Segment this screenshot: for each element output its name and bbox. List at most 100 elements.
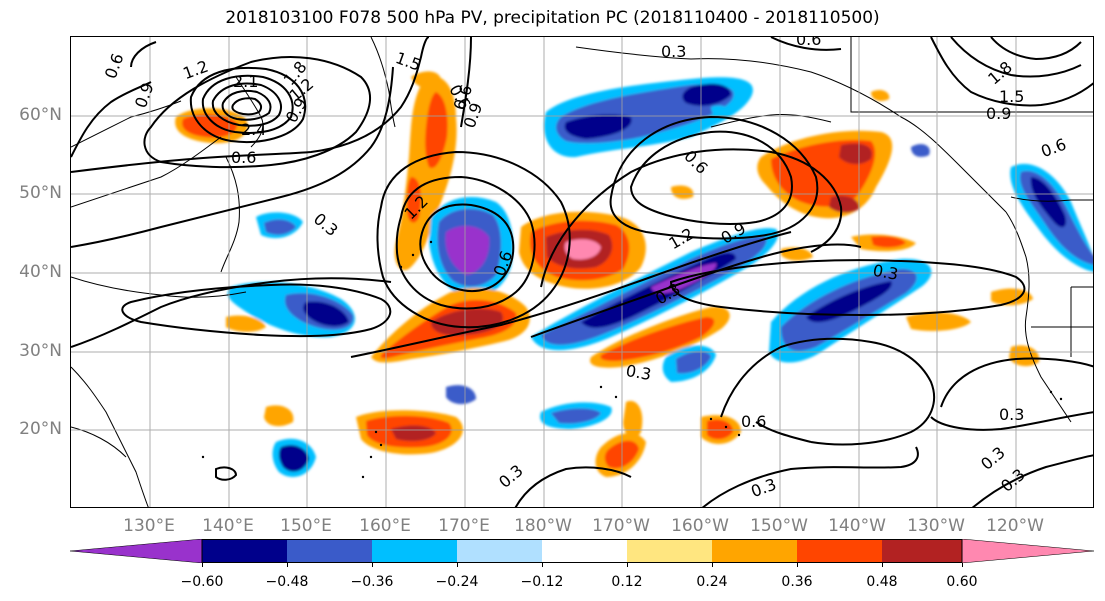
- colorbar-frame: [201, 539, 963, 563]
- island: [361, 475, 365, 479]
- pv-contour: [971, 454, 1093, 507]
- shading-region: [911, 144, 930, 157]
- shading-region: [806, 281, 892, 323]
- map-panel: 0.6 0.9 1.2 2.1 2.4 1.8 1.2 0.9 0.6 0.3 …: [70, 36, 1094, 508]
- island: [709, 417, 713, 421]
- contour-label: 0.3: [624, 361, 652, 384]
- colorbar-tick-label: −0.60: [180, 574, 224, 590]
- shading-region: [829, 195, 860, 213]
- contour-label: 0.3: [871, 261, 899, 284]
- lon-label-130e: 130°E: [123, 516, 175, 536]
- lon-label-130w: 130°W: [907, 516, 965, 536]
- shading-region: [445, 225, 490, 275]
- colorbar-tickmark: [542, 563, 543, 567]
- island: [411, 253, 415, 257]
- lon-label-160e: 160°E: [359, 516, 411, 536]
- pv-contour: [460, 37, 472, 128]
- pv-contour: [755, 421, 812, 443]
- coastline: [1010, 196, 1093, 202]
- colorbar-segment: [202, 539, 287, 563]
- shading-region: [226, 315, 266, 332]
- lon-label-140w: 140°W: [828, 516, 886, 536]
- shading-region: [264, 219, 296, 235]
- coastline: [71, 100, 222, 208]
- pv-contour: [121, 283, 392, 338]
- pv-contour: [940, 357, 1093, 408]
- shading-region: [564, 239, 601, 260]
- contour-label: 1.5: [999, 87, 1024, 106]
- pv-contour: [71, 277, 392, 348]
- shading-region: [1009, 345, 1040, 367]
- pv-contour: [130, 41, 157, 68]
- pv-contour: [211, 82, 282, 127]
- colorbar-tick-label: 0.48: [866, 574, 898, 590]
- colorbar-tickmark: [962, 563, 963, 567]
- colorbar-tick-label: 0.24: [696, 574, 728, 590]
- pv-contour: [950, 37, 1082, 78]
- shading-region: [871, 89, 890, 101]
- colorbar-tick-label: 0.60: [946, 574, 978, 590]
- shading-region: [839, 143, 872, 165]
- shading-region: [871, 236, 906, 248]
- colorbar-tickmark: [372, 563, 373, 567]
- coastline: [710, 114, 832, 128]
- pv-contour: [215, 466, 238, 481]
- map-title: 2018103100 F078 500 hPa PV, precipitatio…: [225, 8, 880, 28]
- island: [369, 455, 373, 459]
- pv-contour: [221, 89, 272, 121]
- island: [201, 455, 205, 459]
- shading-region: [671, 185, 694, 199]
- shading-region: [278, 445, 309, 472]
- contour-label: 0.3: [997, 465, 1029, 496]
- shading-region: [264, 405, 294, 427]
- colorbar-segment: [372, 539, 457, 563]
- pv-contour: [71, 66, 394, 248]
- colorbar-tickmark: [797, 563, 798, 567]
- colorbar-tickmark: [202, 563, 203, 567]
- colorbar-tick-label: −0.36: [350, 574, 394, 590]
- coastline: [850, 37, 1093, 113]
- colorbar-tick-label: −0.24: [435, 574, 479, 590]
- pv-contour: [419, 203, 515, 293]
- shading-region: [564, 114, 632, 139]
- shading-region: [906, 312, 971, 331]
- colorbar-tick-label: 0.36: [781, 574, 813, 590]
- colorbar-tickmark: [457, 563, 458, 567]
- colorbar: [70, 539, 1094, 563]
- colorbar-tickmark: [287, 563, 288, 567]
- coastline: [71, 426, 127, 458]
- colorbar-tick-label: 0.12: [611, 574, 643, 590]
- contour-label: 0.3: [310, 209, 342, 240]
- colorbar-tickmark: [712, 563, 713, 567]
- lon-label-150e: 150°E: [280, 516, 332, 536]
- contour-label: 1.5: [393, 48, 423, 75]
- contour-label: 2.1: [233, 72, 258, 91]
- lat-label-20n: 20°N: [19, 419, 62, 439]
- shading-region: [303, 301, 349, 327]
- pv-contour: [514, 466, 632, 507]
- lon-label-170e: 170°E: [438, 516, 490, 536]
- pv-contour: [770, 37, 842, 51]
- shading-region: [676, 351, 711, 374]
- contour-label: 0.9: [986, 104, 1011, 123]
- contour-label: 0.6: [741, 412, 766, 431]
- shading-region: [711, 105, 730, 117]
- pv-contour: [930, 37, 1093, 107]
- pv-contour: [720, 337, 936, 446]
- contour-label: 0.6: [1038, 135, 1068, 162]
- coastline: [370, 37, 396, 128]
- lon-label-170w: 170°W: [592, 516, 650, 536]
- contour-label: 0.6: [796, 37, 821, 49]
- shading-region: [600, 317, 715, 361]
- contour-label: 0.6: [231, 148, 256, 167]
- pv-contour: [395, 175, 536, 310]
- pv-contour: [701, 446, 919, 507]
- colorbar-tickmark: [627, 563, 628, 567]
- shading-region: [1030, 177, 1067, 228]
- colorbar-extend-low: [70, 539, 203, 563]
- island: [429, 240, 433, 244]
- contour-label: 1.8: [984, 57, 1016, 88]
- pv-contour: [201, 74, 294, 134]
- pv-contour: [990, 37, 1082, 61]
- colorbar-segment: [287, 539, 372, 563]
